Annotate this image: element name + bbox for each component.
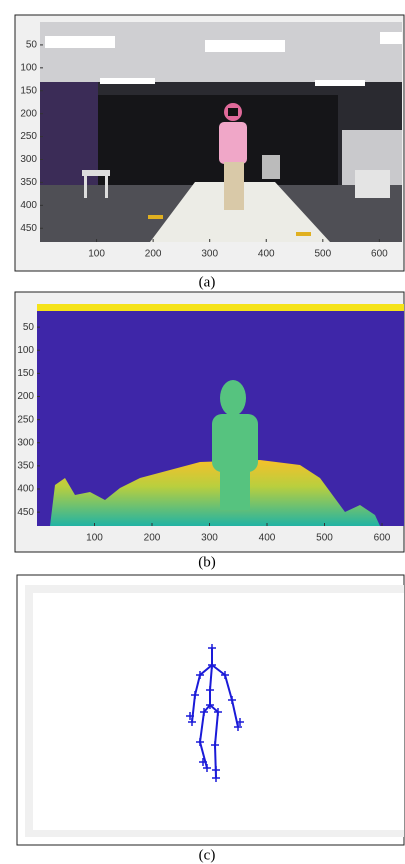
- joint: [208, 661, 216, 669]
- y-tick-label: 100: [17, 345, 34, 356]
- joint: [200, 708, 208, 716]
- joint: [191, 691, 199, 699]
- joint: [234, 723, 242, 731]
- y-tick-label: 250: [17, 414, 34, 425]
- y-tick-label: 450: [17, 507, 34, 518]
- joint: [206, 701, 214, 709]
- joint: [211, 741, 219, 749]
- joint: [214, 708, 222, 716]
- x-tick-label: 500: [316, 533, 333, 544]
- y-tick-label: 350: [20, 177, 37, 188]
- y-tick-label: 50: [26, 40, 38, 51]
- y-tick-label: 300: [17, 437, 34, 448]
- joint: [236, 718, 244, 726]
- x-tick-label: 200: [144, 533, 161, 544]
- x-tick-label: 600: [374, 533, 391, 544]
- y-tick-label: 100: [20, 62, 37, 73]
- y-tick-label: 450: [20, 223, 37, 234]
- x-tick-label: 300: [201, 249, 218, 260]
- x-tick-label: 300: [201, 533, 218, 544]
- joint: [188, 718, 196, 726]
- y-tick-label: 400: [17, 484, 34, 495]
- y-tick-label: 150: [17, 368, 34, 379]
- y-tick-label: 400: [20, 200, 37, 211]
- joint: [196, 671, 204, 679]
- joint: [196, 738, 204, 746]
- depth-image: [37, 304, 404, 526]
- y-tick-label: 150: [20, 85, 37, 96]
- y-tick-label: 50: [23, 322, 35, 333]
- joint: [208, 644, 216, 652]
- x-tick-label: 400: [259, 533, 276, 544]
- x-tick-label: 200: [145, 249, 162, 260]
- joint: [199, 758, 207, 766]
- x-tick-label: 600: [371, 249, 388, 260]
- x-tick-label: 100: [86, 533, 103, 544]
- caption: (c): [199, 847, 216, 863]
- joint: [186, 712, 194, 720]
- y-tick-label: 200: [17, 391, 34, 402]
- y-tick-label: 200: [20, 108, 37, 119]
- joint: [212, 766, 220, 774]
- joint: [228, 696, 236, 704]
- y-tick-label: 300: [20, 154, 37, 165]
- x-tick-label: 100: [88, 249, 105, 260]
- joint: [221, 671, 229, 679]
- y-tick-label: 350: [17, 461, 34, 472]
- x-tick-label: 400: [258, 249, 275, 260]
- joint: [203, 764, 211, 772]
- joint-markers: [186, 644, 244, 782]
- joint: [212, 774, 220, 782]
- joint: [206, 686, 214, 694]
- caption: (b): [198, 554, 216, 570]
- y-tick-label: 250: [20, 131, 37, 142]
- caption: (a): [199, 274, 216, 290]
- x-tick-label: 500: [314, 249, 331, 260]
- rgb-image: [40, 22, 402, 242]
